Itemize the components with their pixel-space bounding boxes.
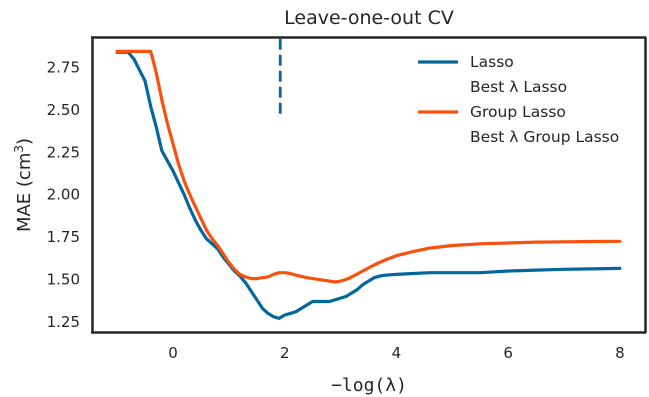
- series-line-group-lasso: [115, 49, 622, 284]
- x-tick-labels: 0 2 4 6 8: [168, 344, 624, 362]
- y-tick-label: 2.50: [47, 101, 80, 119]
- x-tick-label: 0: [168, 344, 178, 362]
- chart-legend: Lasso Best λ Lasso Group Lasso Best λ Group…: [418, 53, 619, 146]
- legend-label: Group Lasso: [470, 103, 566, 121]
- x-tick-label: 6: [503, 344, 513, 362]
- axes-frame: [91, 36, 647, 334]
- y-tick-label: 2.75: [47, 59, 80, 77]
- y-tick-labels: 1.25 1.50 1.75 2.00 2.25 2.50 2.75: [47, 59, 80, 331]
- x-tick-label: 2: [280, 344, 290, 362]
- legend-label: Best λ Group Lasso: [470, 128, 619, 146]
- series-line-lasso: [115, 50, 622, 320]
- y-tick-label: 2.00: [47, 186, 80, 204]
- y-tick-label: 1.75: [47, 228, 80, 246]
- x-tick-label: 8: [615, 344, 625, 362]
- chart-title: Leave-one-out CV: [284, 7, 454, 29]
- legend-label: Lasso: [470, 53, 514, 71]
- y-tick-label: 1.25: [47, 313, 80, 331]
- x-axis-label: −log(λ): [331, 375, 407, 396]
- legend-label: Best λ Lasso: [470, 78, 567, 96]
- chart-marks: [115, 38, 622, 320]
- y-tick-label: 2.25: [47, 143, 80, 161]
- y-tick-label: 1.50: [47, 270, 80, 288]
- x-tick-label: 4: [392, 344, 402, 362]
- y-axis-label: MAE (cm3): [12, 138, 35, 232]
